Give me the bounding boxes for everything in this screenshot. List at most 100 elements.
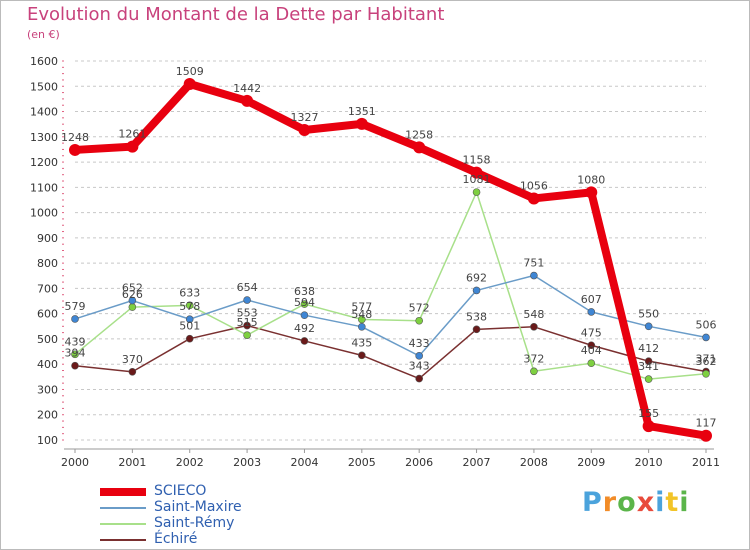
data-label: 1351 [348, 105, 376, 118]
data-label: 1258 [405, 128, 433, 141]
data-point [183, 77, 196, 90]
data-point [702, 370, 710, 378]
data-label: 435 [351, 336, 372, 349]
data-point [587, 341, 596, 350]
data-label: 654 [237, 281, 258, 294]
series-line--chir- [74, 324, 707, 380]
logo-letter: P [582, 487, 603, 518]
y-tick-label: 1100 [30, 181, 58, 194]
data-point [530, 323, 538, 331]
data-point [702, 333, 710, 342]
data-point [470, 166, 483, 179]
data-label: 343 [409, 360, 430, 373]
data-point [644, 322, 653, 331]
logo-letter: i [655, 487, 666, 518]
logo-letter: i [679, 487, 690, 518]
data-label: 548 [523, 308, 544, 321]
data-point [298, 123, 311, 136]
legend-item: Saint-Maxire [100, 499, 320, 516]
data-point [472, 325, 481, 334]
data-label: 372 [523, 352, 544, 365]
data-label: 394 [65, 347, 86, 360]
data-label: 572 [409, 302, 430, 315]
data-point [128, 367, 137, 376]
legend-swatch [100, 523, 146, 525]
data-point [644, 357, 653, 365]
data-point [185, 301, 194, 310]
x-tick-label: 2001 [118, 456, 146, 469]
data-point [355, 117, 368, 130]
data-point [642, 420, 655, 433]
data-label: 506 [696, 318, 717, 331]
data-point [71, 315, 79, 323]
data-point [185, 315, 194, 324]
data-label: 439 [65, 335, 86, 348]
data-point [300, 337, 309, 345]
x-tick-label: 2008 [520, 456, 548, 469]
data-point [241, 94, 254, 107]
x-tick-label: 2003 [233, 456, 261, 469]
data-label: 1056 [520, 179, 548, 192]
y-tick-label: 600 [37, 308, 58, 321]
data-point [126, 140, 139, 153]
data-label: 501 [179, 320, 200, 333]
legend-item: SCIECO [100, 483, 320, 500]
legend-label: Échiré [154, 531, 198, 547]
y-tick-label: 200 [37, 409, 58, 422]
data-point [243, 331, 251, 339]
data-point [128, 303, 137, 311]
series-line-scieco [71, 79, 710, 440]
data-point [472, 286, 481, 295]
data-point [128, 296, 137, 305]
chart-title: Evolution du Montant de la Dette par Hab… [27, 4, 445, 25]
x-tick-label: 2006 [405, 456, 433, 469]
data-point [530, 271, 538, 280]
x-tick-label: 2010 [635, 456, 663, 469]
y-tick-label: 1300 [30, 131, 58, 144]
data-label: 1327 [290, 111, 318, 124]
data-point [415, 352, 423, 360]
data-point [644, 375, 653, 383]
legend-label: Saint-Maxire [154, 499, 242, 515]
data-point [585, 186, 598, 199]
data-label: 155 [638, 407, 659, 420]
y-tick-label: 100 [37, 434, 58, 447]
data-label: 1248 [61, 131, 89, 144]
data-label: 412 [638, 342, 659, 355]
data-point [243, 296, 251, 304]
data-label: 553 [237, 307, 258, 320]
x-tick-label: 2011 [692, 456, 720, 469]
data-label: 433 [409, 337, 430, 350]
y-tick-label: 1600 [30, 55, 58, 68]
data-label: 370 [122, 353, 143, 366]
y-tick-label: 800 [37, 257, 58, 270]
legend-swatch [100, 488, 146, 496]
data-label: 607 [581, 293, 602, 306]
x-tick-label: 2005 [348, 456, 376, 469]
data-point [413, 141, 426, 154]
series-line-saint-maxire [74, 274, 707, 357]
y-tick-label: 1500 [30, 80, 58, 93]
data-label: 1158 [463, 154, 491, 167]
logo-letter: x [636, 487, 656, 518]
data-label: 404 [581, 344, 602, 357]
data-point [300, 300, 309, 308]
series-layer [69, 77, 712, 442]
legend-swatch [100, 507, 146, 509]
data-point [415, 316, 423, 325]
data-point [71, 350, 79, 359]
x-tick-label: 2009 [577, 456, 605, 469]
data-label: 1080 [577, 173, 605, 186]
data-label: 626 [122, 288, 143, 301]
data-label: 1081 [463, 173, 491, 186]
logo-letter: o [617, 487, 637, 518]
y-tick-label: 400 [37, 358, 58, 371]
data-label: 1442 [233, 82, 261, 95]
legend-label: SCIECO [154, 483, 207, 499]
data-label: 117 [696, 417, 717, 430]
chart-legend: SCIECO Saint-Maxire Saint-Rémy Échiré [100, 483, 320, 548]
data-point [358, 315, 366, 324]
data-point [587, 308, 596, 316]
